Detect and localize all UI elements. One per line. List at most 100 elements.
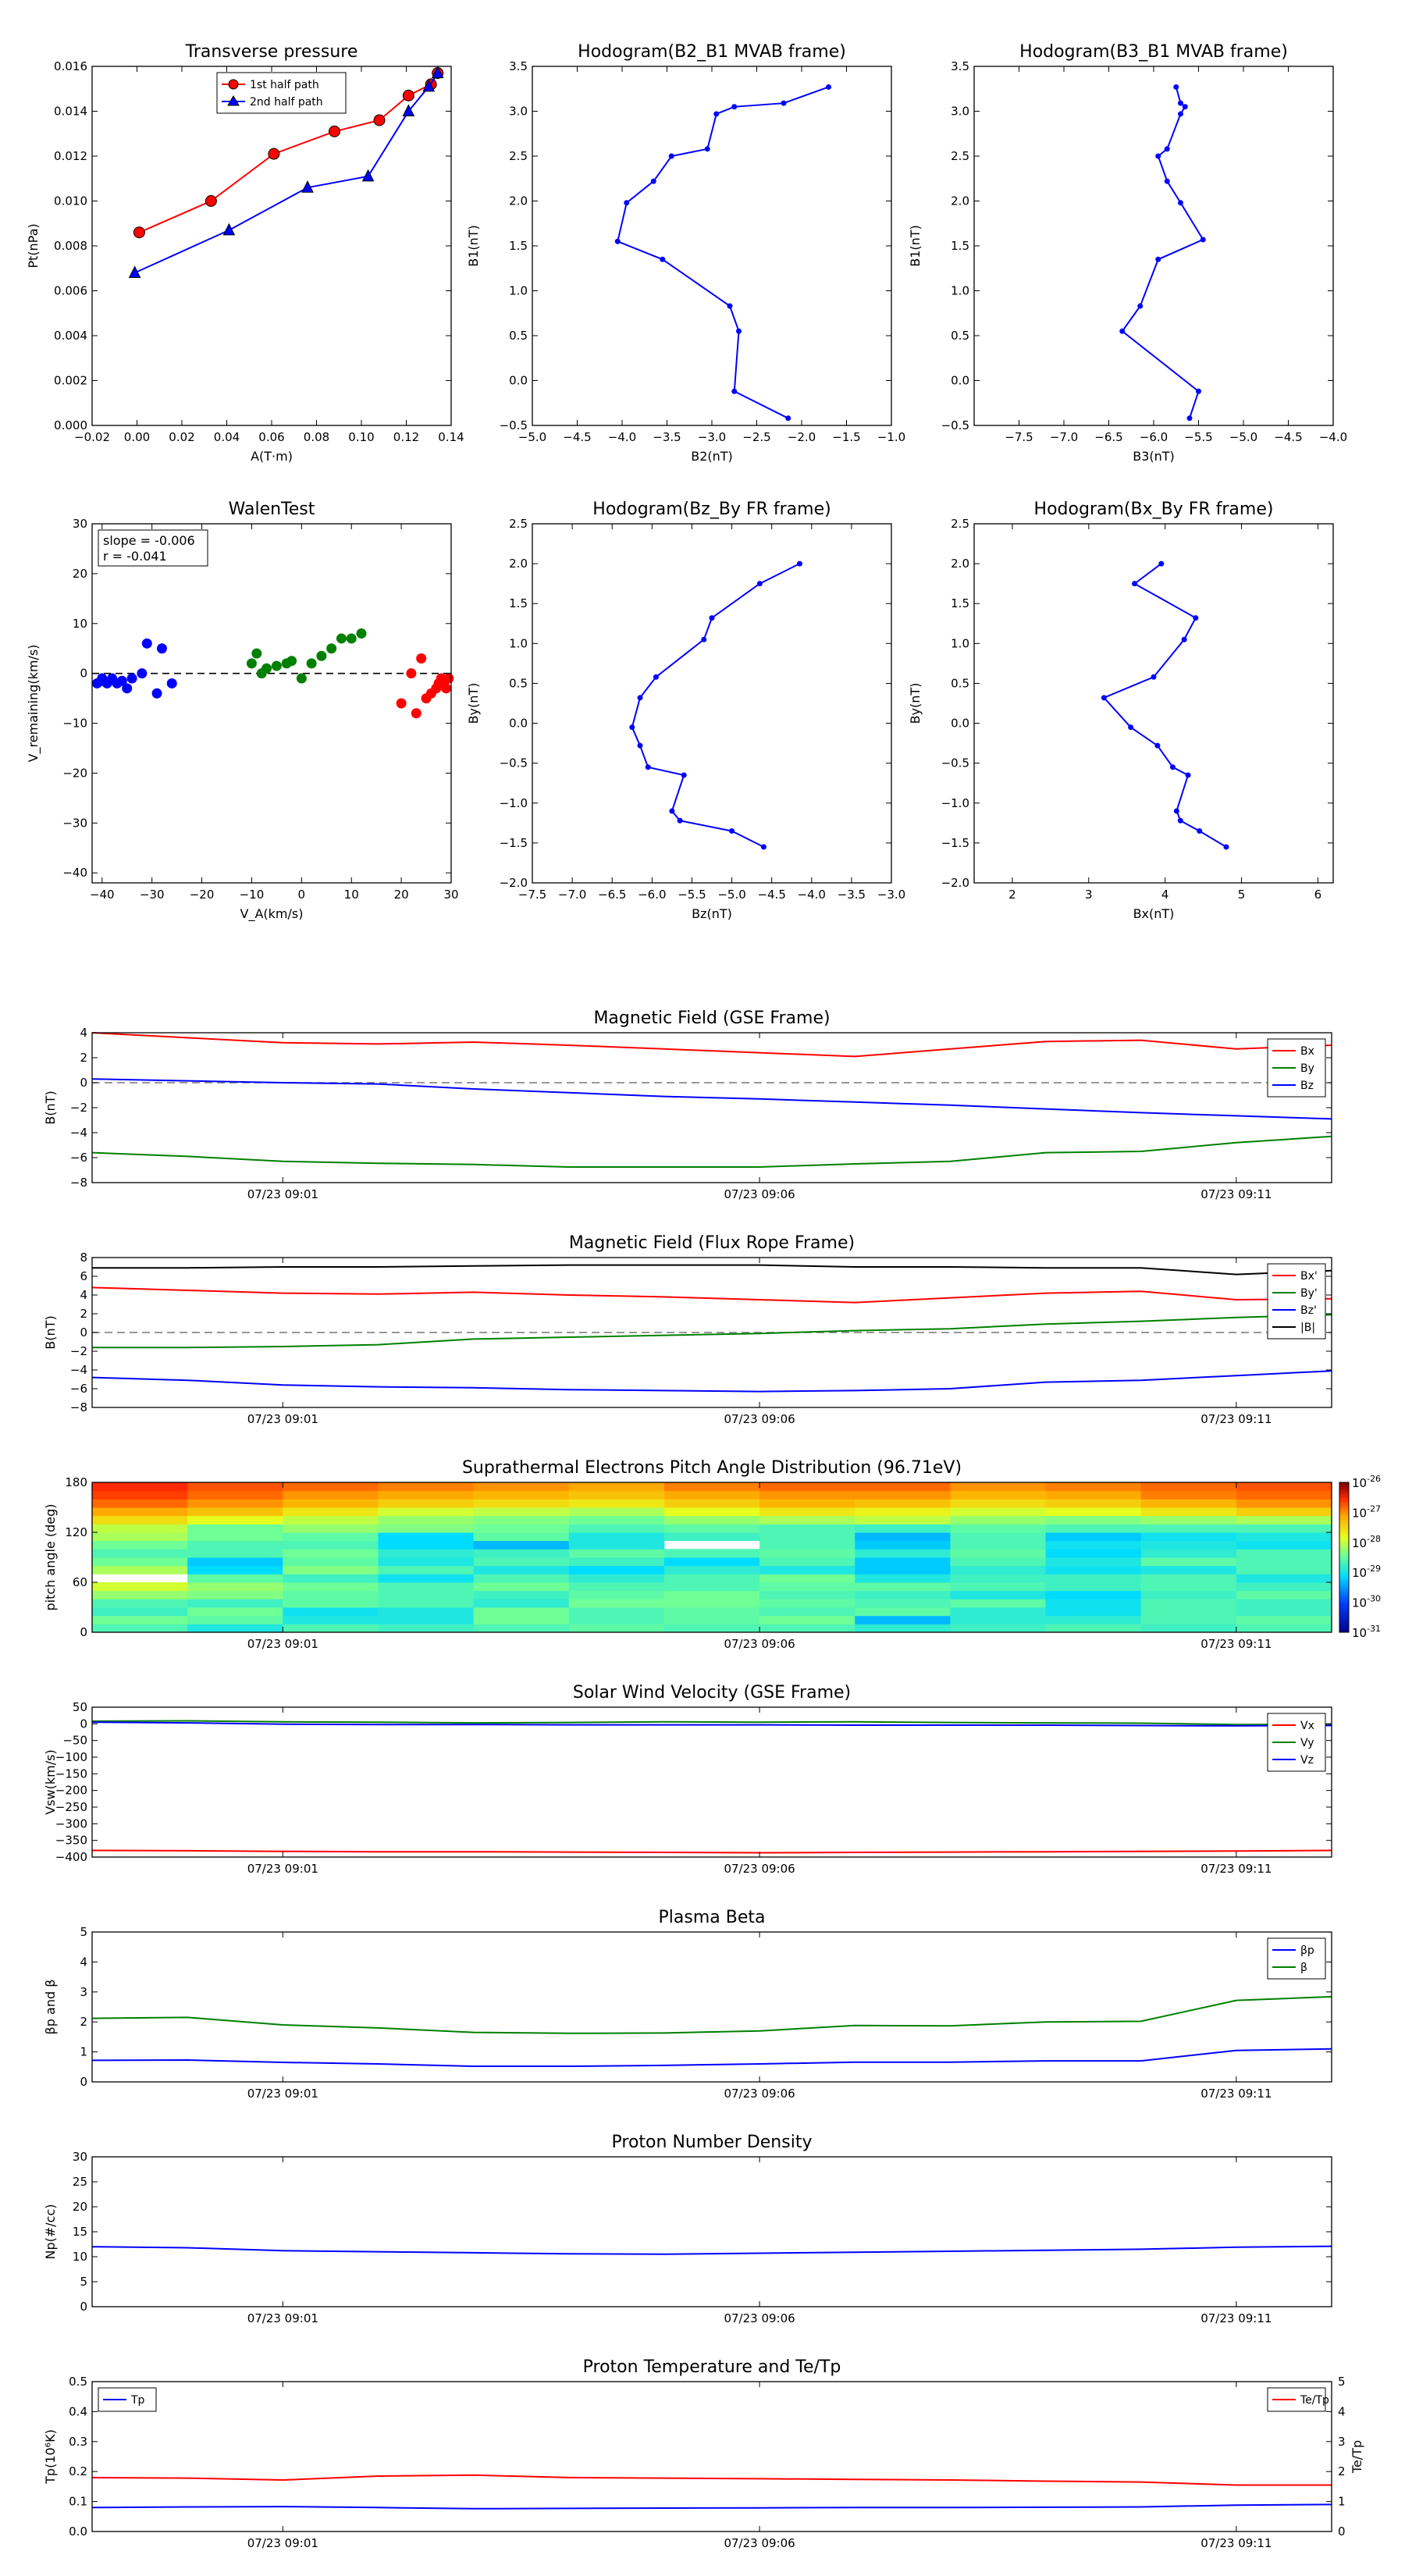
ts3-heatmap-cell <box>950 1615 1047 1624</box>
ts3-heatmap-cell <box>1045 1549 1142 1558</box>
tp-legend-label: 2nd half path <box>250 96 323 109</box>
ts6-ytick-label: 25 <box>73 2175 87 2189</box>
ts3-heatmap-cell <box>663 1515 760 1525</box>
h3-ytick-label: −1.0 <box>500 796 528 810</box>
h4-xtick-label: 6 <box>1314 888 1322 902</box>
h3-xtick-label: −4.5 <box>757 888 785 902</box>
h4-title: Hodogram(Bx_By FR frame) <box>1034 500 1274 519</box>
ts3-heatmap-cell <box>950 1565 1047 1574</box>
ts4-ytick-label: −200 <box>55 1784 87 1798</box>
ts3-heatmap-cell <box>663 1507 760 1517</box>
ts3-colorbar-segment <box>1339 1520 1349 1523</box>
tp-ytick-label: 0.000 <box>54 418 87 432</box>
ts3-heatmap-cell <box>663 1482 760 1492</box>
ts3-heatmap-cell <box>378 1499 475 1508</box>
ts3-heatmap-cell <box>568 1574 665 1583</box>
h4-marker <box>1223 844 1229 850</box>
ts3-heatmap-cell <box>759 1615 855 1624</box>
h2-marker <box>1178 200 1183 206</box>
ts3-heatmap-cell <box>378 1607 475 1617</box>
ts3-colorbar-segment <box>1339 1589 1349 1593</box>
ts3-heatmap-cell <box>283 1490 379 1500</box>
h1-ytick-label: 3.0 <box>509 105 528 119</box>
h4-ytick-label: −0.5 <box>941 756 969 770</box>
ts6-ytick-label: 10 <box>73 2250 87 2264</box>
walen-point <box>443 673 454 684</box>
ts3-heatmap-cell <box>1140 1615 1237 1624</box>
ts3-heatmap-cell <box>950 1524 1047 1533</box>
walen-point <box>116 675 127 686</box>
ts3-heatmap-cell <box>1045 1540 1142 1550</box>
ts3-heatmap-cell <box>1236 1574 1332 1583</box>
ts3-colorbar-segment <box>1339 1510 1349 1513</box>
h1-ylabel: B1(nT) <box>466 225 481 267</box>
h1-marker <box>727 303 733 309</box>
tp-xlabel: A(T·m) <box>251 449 293 464</box>
h2-marker <box>1164 178 1170 184</box>
tp-ytick-label: 0.006 <box>54 284 87 298</box>
ts5-title: Plasma Beta <box>659 1908 766 1927</box>
ts1-ytick-label: 2 <box>80 1051 87 1065</box>
walen-ytick-label: 0 <box>80 667 87 681</box>
ts3-heatmap-cell <box>1045 1582 1142 1592</box>
ts3-colorbar-segment <box>1339 1485 1349 1488</box>
ts3-colorbar-segment <box>1339 1560 1349 1563</box>
ts3-colorbar-segment <box>1339 1522 1349 1525</box>
h2-xtick-label: −6.5 <box>1094 430 1122 444</box>
h3-xtick-label: −3.0 <box>877 888 905 902</box>
ts3-heatmap-cell <box>1140 1565 1237 1574</box>
ts3-heatmap-cell <box>568 1490 665 1500</box>
ts3-heatmap-cell <box>759 1549 855 1558</box>
h4-marker <box>1169 764 1176 770</box>
h3-xtick-label: −7.5 <box>518 888 546 902</box>
ts3-colorbar-segment <box>1339 1579 1349 1583</box>
walen-point <box>416 653 427 664</box>
ts3-colorbar-segment <box>1339 1500 1349 1503</box>
h2-xtick-label: −4.5 <box>1274 430 1302 444</box>
tp-ytick-label: 0.002 <box>54 374 87 388</box>
h1-ytick-label: 2.0 <box>509 194 528 208</box>
tp-xtick-label: 0.12 <box>393 430 419 444</box>
ts1-xtick-label: 07/23 09:06 <box>724 1187 795 1201</box>
h1-ytick-label: 0.0 <box>509 374 528 388</box>
ts6-ytick-label: 0 <box>80 2300 87 2314</box>
ts3-colorbar-segment <box>1339 1607 1349 1610</box>
walen-point <box>271 660 282 671</box>
ts3-colorbar-segment <box>1339 1602 1349 1606</box>
ts7-series-line <box>91 2503 1332 2510</box>
ts3-ytick-label: 60 <box>73 1575 87 1589</box>
tp-marker <box>431 66 444 79</box>
colorbar-tick-exponent: -31 <box>1367 1624 1381 1634</box>
h4-xtick-label: 4 <box>1161 888 1169 902</box>
walen-ytick-label: −40 <box>62 866 87 880</box>
h2-ytick-label: 0.5 <box>951 329 969 343</box>
ts5-xtick-label: 07/23 09:06 <box>724 2087 795 2101</box>
ts6-ytick-label: 15 <box>73 2225 87 2239</box>
ts3-heatmap-cell <box>568 1549 665 1558</box>
ts3-heatmap-cell <box>855 1524 951 1533</box>
ts3-heatmap-cell <box>855 1565 951 1574</box>
ts7-title: Proton Temperature and Te/Tp <box>583 2357 841 2377</box>
h4-ytick-label: −1.5 <box>941 836 969 850</box>
ts3-heatmap-cell <box>855 1507 951 1517</box>
ts3-heatmap-cell <box>950 1482 1047 1492</box>
walen-point <box>286 656 297 667</box>
ts5-ytick-label: 1 <box>80 2045 87 2059</box>
ts3-heatmap-cell <box>92 1507 188 1517</box>
colorbar-tick-exponent: -27 <box>1367 1503 1381 1514</box>
ts4-ytick-label: −150 <box>55 1767 87 1781</box>
ts3-colorbar-segment <box>1339 1612 1349 1616</box>
tp-xtick-label: 0.02 <box>169 430 194 444</box>
ts4-ytick-label: −50 <box>62 1734 87 1748</box>
ts4-legend-label: Vz <box>1300 1754 1314 1767</box>
colorbar-tick-exponent: -28 <box>1367 1534 1381 1544</box>
tp-axes-frame <box>91 66 452 426</box>
ts4-xtick-label: 07/23 09:01 <box>247 1862 318 1876</box>
ts3-heatmap-cell <box>1045 1557 1142 1567</box>
h1-marker <box>731 388 738 394</box>
ts3-heatmap-cell <box>568 1507 665 1517</box>
ts2-legend-label: Bx' <box>1300 1270 1318 1283</box>
ts3-heatmap-cell <box>1236 1507 1332 1517</box>
h4-marker <box>1132 581 1138 587</box>
ts4-ytick-label: −350 <box>55 1834 87 1848</box>
